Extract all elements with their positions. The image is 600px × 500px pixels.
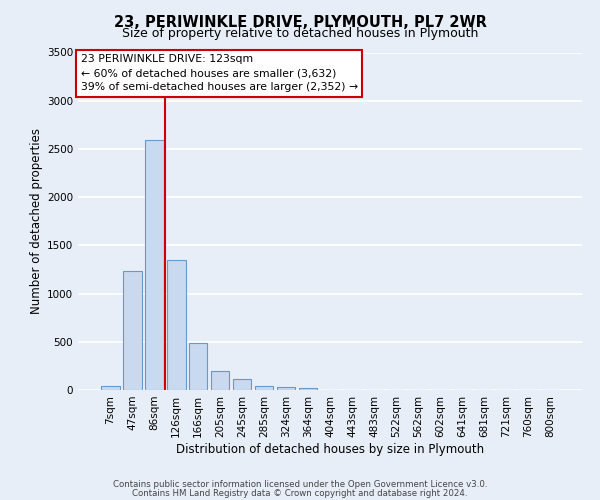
Bar [189, 343, 208, 390]
Bar [277, 386, 295, 390]
Y-axis label: Number of detached properties: Number of detached properties [30, 128, 43, 314]
Text: Contains public sector information licensed under the Open Government Licence v3: Contains public sector information licen… [113, 480, 487, 489]
Bar [145, 140, 164, 390]
Bar [123, 272, 142, 390]
Text: 23, PERIWINKLE DRIVE, PLYMOUTH, PL7 2WR: 23, PERIWINKLE DRIVE, PLYMOUTH, PL7 2WR [113, 15, 487, 30]
Text: Size of property relative to detached houses in Plymouth: Size of property relative to detached ho… [122, 28, 478, 40]
Bar [101, 386, 119, 390]
Bar [255, 386, 274, 390]
Bar [233, 380, 251, 390]
Text: Contains HM Land Registry data © Crown copyright and database right 2024.: Contains HM Land Registry data © Crown c… [132, 488, 468, 498]
Text: 23 PERIWINKLE DRIVE: 123sqm
← 60% of detached houses are smaller (3,632)
39% of : 23 PERIWINKLE DRIVE: 123sqm ← 60% of det… [80, 54, 358, 92]
Bar [299, 388, 317, 390]
Bar [211, 370, 229, 390]
X-axis label: Distribution of detached houses by size in Plymouth: Distribution of detached houses by size … [176, 442, 484, 456]
Bar [167, 260, 185, 390]
